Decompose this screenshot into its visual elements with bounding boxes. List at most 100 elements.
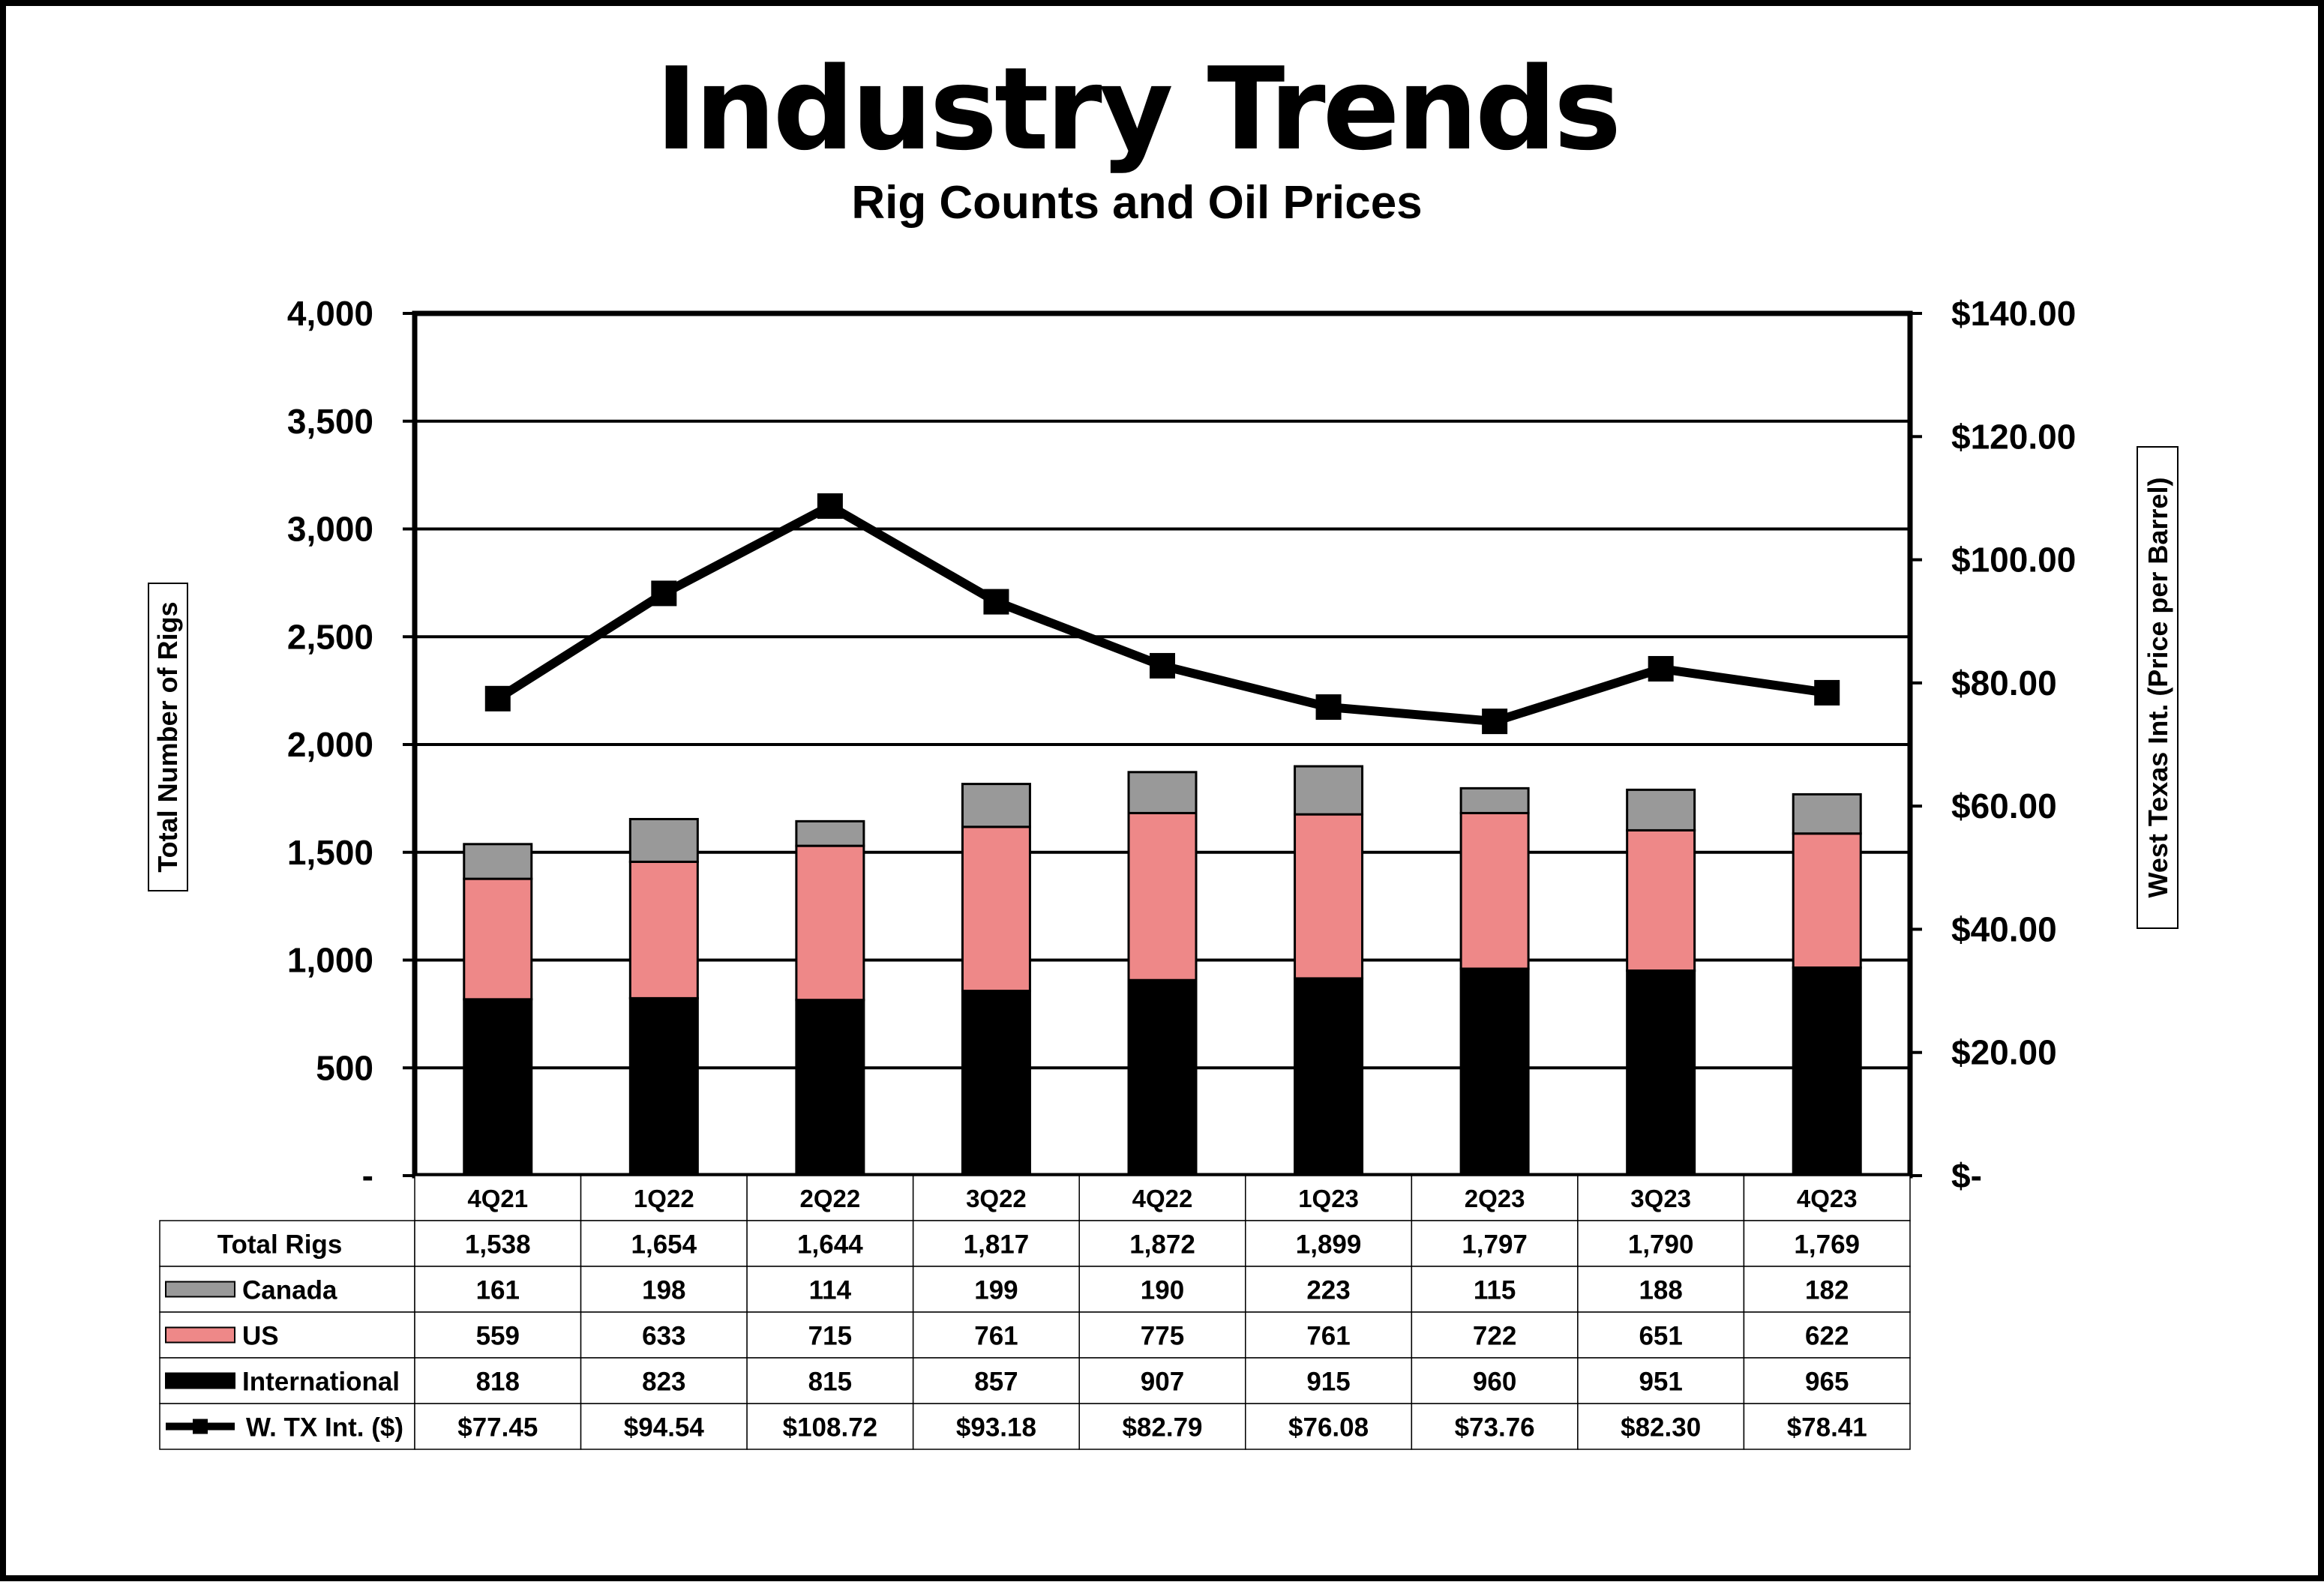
table-cell-value: 199: [974, 1276, 1018, 1305]
table-cell-value: 622: [1805, 1322, 1849, 1351]
category-label: 1Q23: [1298, 1185, 1359, 1212]
table-cell: [414, 1311, 582, 1359]
table-cell: [1078, 1266, 1246, 1313]
table-cell: [1411, 1220, 1579, 1267]
table-row-label: W. TX Int. ($): [246, 1413, 403, 1443]
left-tick-label: 3,500: [287, 402, 373, 441]
right-tick-label: $-: [1951, 1156, 1982, 1195]
price-marker: [983, 589, 1009, 615]
table-cell-value: 1,797: [1462, 1230, 1528, 1260]
table-cell-value: 1,817: [964, 1230, 1030, 1260]
price-marker: [1315, 694, 1342, 721]
category-label: 2Q23: [1465, 1185, 1525, 1212]
table-cell: [746, 1220, 914, 1267]
category-label: 4Q23: [1797, 1185, 1858, 1212]
bar-us: [1459, 811, 1530, 970]
category-label: 3Q22: [966, 1185, 1027, 1212]
bar-us: [795, 844, 865, 1002]
bar-international: [1294, 977, 1364, 1177]
table-cell: [1078, 1403, 1246, 1450]
left-axis-label-box: Total Number of Rigs: [148, 583, 188, 891]
bar-canada: [961, 783, 1031, 828]
left-tick-label: 4,000: [287, 294, 373, 333]
bar-international: [463, 998, 533, 1177]
bar-international: [1626, 969, 1696, 1177]
left-tick-label: 2,000: [287, 725, 373, 764]
left-tick-label: 3,000: [287, 510, 373, 549]
table-row-label: Canada: [242, 1276, 337, 1305]
price-marker: [1648, 655, 1674, 682]
table-cell-value: 761: [1306, 1322, 1350, 1351]
price-line-series: [484, 493, 1840, 735]
category-label: 3Q23: [1630, 1185, 1691, 1212]
table-cell-value: 115: [1474, 1276, 1516, 1305]
bar-us: [463, 877, 533, 1001]
price-marker: [1814, 679, 1840, 706]
table-cell-value: 559: [476, 1322, 520, 1351]
table-cell: [580, 1357, 748, 1404]
bar-international: [795, 999, 865, 1177]
bar-us: [628, 860, 699, 999]
table-cell-value: 1,769: [1794, 1230, 1860, 1260]
category-cell: [1577, 1175, 1745, 1221]
bar-us: [1792, 832, 1862, 969]
table-cell: [1411, 1357, 1579, 1404]
legend-swatch-international: [165, 1372, 235, 1389]
bar-international: [628, 996, 699, 1177]
right-tick-label: $60.00: [1951, 787, 2057, 825]
price-marker: [1150, 652, 1175, 679]
bar-canada: [1459, 787, 1530, 814]
bar-series: [463, 765, 1862, 1177]
table-cell: [580, 1220, 748, 1267]
left-axis-label: Total Number of Rigs: [152, 601, 183, 872]
right-tick-label: $40.00: [1951, 909, 2057, 948]
bar-international: [1792, 966, 1862, 1177]
table-cell-value: 823: [642, 1368, 685, 1397]
table-cell-value: 161: [476, 1276, 520, 1305]
table-cell: [1411, 1311, 1579, 1359]
right-tick-label: $20.00: [1951, 1033, 2057, 1072]
right-axis-label: West Texas Int. (Price per Barrel): [2143, 478, 2173, 898]
table-cell-value: 198: [642, 1276, 685, 1305]
price-marker: [484, 685, 511, 712]
bar-canada: [795, 819, 865, 847]
table-cell: [1743, 1311, 1911, 1359]
legend-marker-swatch: [193, 1419, 208, 1434]
left-tick-label: -: [362, 1156, 373, 1195]
table-cell-value: 651: [1639, 1322, 1682, 1351]
category-label: 4Q22: [1132, 1185, 1193, 1212]
table-cell-value: 960: [1473, 1368, 1516, 1397]
category-cell: [746, 1175, 914, 1221]
chart-canvas: Industry Trends Rig Counts and Oil Price…: [148, 43, 2179, 1450]
table-cell: [414, 1266, 582, 1313]
legend-swatch-canada: [165, 1281, 235, 1298]
table-cell-value: 223: [1306, 1276, 1350, 1305]
price-marker: [651, 580, 677, 607]
table-cell-value: $93.18: [956, 1413, 1036, 1443]
table-cell: [1245, 1220, 1413, 1267]
table-cell: [1577, 1220, 1745, 1267]
right-axis-label-box: West Texas Int. (Price per Barrel): [2137, 446, 2179, 929]
price-line: [495, 501, 1828, 727]
left-tick-label: 1,500: [287, 833, 373, 872]
table-cell-value: 1,654: [631, 1230, 697, 1260]
bar-us: [961, 825, 1031, 993]
category-cell: [1411, 1175, 1579, 1221]
chart-subtitle: Rig Counts and Oil Prices: [851, 177, 1422, 229]
table-cell: [1577, 1266, 1745, 1313]
table-cell: [1411, 1266, 1579, 1313]
table-cell: [1245, 1357, 1413, 1404]
table-cell: [746, 1403, 914, 1450]
table-cell-value: 951: [1639, 1368, 1682, 1397]
bar-canada: [463, 843, 533, 880]
table-cell-value: 815: [808, 1368, 852, 1397]
table-cell-value: 1,872: [1129, 1230, 1195, 1260]
table-cell-value: 907: [1141, 1368, 1184, 1397]
table-cell-value: $73.76: [1455, 1413, 1535, 1443]
left-tick-label: 1,000: [287, 941, 373, 980]
table-row-label: US: [242, 1322, 279, 1351]
table-cell-value: 761: [974, 1322, 1018, 1351]
table-cell-value: 633: [642, 1322, 685, 1351]
table-cell: [1411, 1403, 1579, 1450]
